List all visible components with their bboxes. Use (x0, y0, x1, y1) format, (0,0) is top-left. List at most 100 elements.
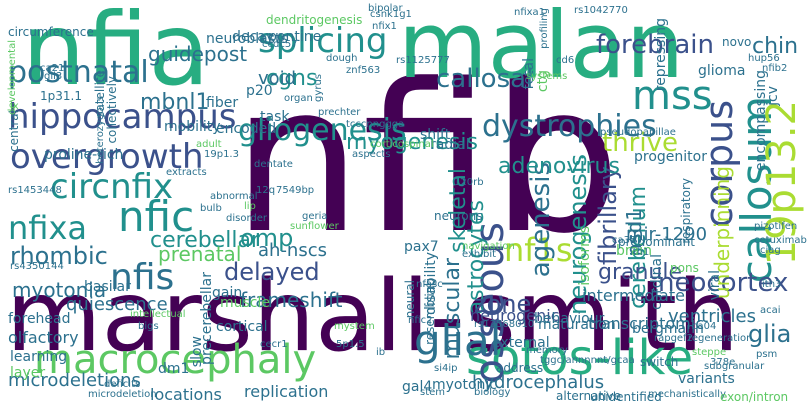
cloud-word: cetuximab (754, 235, 807, 246)
cloud-word: dystrophies (482, 109, 657, 144)
cloud-word: gli3 (44, 71, 63, 82)
cloud-word: hippocampus (8, 97, 237, 137)
cloud-word: callosal (436, 64, 534, 94)
cloud-word: exon/intron (720, 390, 789, 404)
cloud-word: regeneration (688, 333, 753, 344)
cloud-word: nfixa (8, 209, 87, 247)
cloud-word: postnatal (8, 55, 149, 90)
cloud-word: 7549bp (276, 185, 315, 196)
cloud-word: behaviour (534, 311, 605, 327)
cloud-word: 5p1.5 (336, 339, 365, 350)
cloud-word: isoforms (577, 226, 593, 286)
cloud-word: replication (244, 382, 329, 401)
cloud-word: znf563 (346, 65, 381, 76)
cloud-word: pons (670, 261, 699, 275)
cloud-word: neurogenic (470, 306, 560, 325)
cloud-word: jcv (765, 86, 781, 106)
cloud-word: forebrain (596, 30, 715, 60)
cloud-word: guidepost (148, 42, 248, 66)
cloud-word: ix (10, 101, 19, 112)
cloud-word: myotonia (12, 278, 107, 302)
cloud-word: nfic (118, 192, 195, 241)
cloud-word: thrive (602, 128, 678, 158)
cloud-word: gal4 (402, 379, 433, 395)
cloud-word: ca21 (40, 63, 65, 74)
cloud-word: mechanistically (648, 389, 726, 400)
cloud-word: fiber (206, 95, 239, 111)
cloud-word: proline-rich (44, 147, 124, 163)
cloud-word: 1p31.1 (40, 89, 82, 103)
cloud-word: prenatal (158, 242, 242, 266)
cloud-word: memory (526, 345, 568, 356)
cloud-word: quiescence (66, 294, 168, 315)
cloud-word: stem (420, 387, 446, 398)
cloud-word: transcriptomic (588, 314, 704, 333)
cloud-word: external (492, 335, 550, 351)
cloud-word: pax7 (404, 239, 439, 255)
cloud-word: exhibit (462, 249, 497, 260)
cloud-word: overgrowth (10, 137, 204, 177)
cloud-word: rhombic (10, 242, 108, 270)
cloud-word: mir-1290 (626, 224, 708, 245)
cloud-word: cd6 (556, 55, 575, 66)
cloud-word: olfactory (8, 328, 79, 347)
cloud-word: ib (376, 347, 386, 358)
cloud-word: intermediate (582, 286, 685, 305)
cloud-word: disorder (226, 213, 268, 224)
cloud-word: navigation (462, 241, 515, 252)
cloud-word: neocortex (658, 268, 789, 298)
cloud-word: ca35 (612, 235, 637, 246)
cloud-word: cgns (266, 66, 318, 91)
cloud-word: repressing (653, 18, 669, 92)
cloud-word: variants (678, 371, 735, 387)
cloud-word: ah-nscs (258, 240, 327, 261)
cloud-word: task (260, 109, 290, 125)
cloud-word: cardinal (649, 254, 665, 310)
cloud-word: omp (240, 224, 294, 252)
cloud-word: void (258, 68, 297, 89)
cloud-word: mbnl1 (140, 90, 210, 115)
cloud-word: progenitor (634, 149, 707, 165)
cloud-word: tcccnnggga (346, 119, 405, 130)
cloud-word: csnk1g1 (370, 9, 412, 20)
cloud-word: sunflower (290, 221, 339, 232)
cloud-word: gain (212, 285, 243, 301)
cloud-word: glial (414, 316, 502, 365)
cloud-word: malan (398, 0, 685, 99)
cloud-word: biology (474, 387, 511, 398)
cloud-word: radial (430, 137, 470, 153)
cloud-word: nf1s (504, 231, 573, 269)
cloud-word: cerebellar (150, 228, 260, 253)
cloud-word: slow (189, 336, 205, 368)
cloud-word: nfib (232, 41, 622, 279)
cloud-word: neurons (434, 209, 483, 223)
cloud-word: decay (232, 29, 275, 45)
cloud-word: nfib2 (762, 63, 788, 74)
cloud-word: pseudopapillae (600, 127, 676, 138)
cloud-word: marshall-smith (6, 260, 740, 374)
cloud-word: forehead (8, 311, 71, 327)
cloud-word: 120rb (454, 177, 484, 188)
cloud-word: circnfix (50, 167, 174, 207)
cloud-word: systems (526, 71, 568, 82)
cloud-word: ith3 (762, 279, 782, 290)
cloud-word: aspects (352, 149, 391, 160)
cloud-word: nfasc (416, 279, 443, 290)
cloud-word: acai (760, 305, 781, 316)
cloud-word: dm1 (158, 361, 190, 377)
cloud-word: ciag (760, 245, 781, 256)
cloud-word: corticospinal (370, 139, 434, 150)
cloud-word: ca04 (692, 321, 717, 332)
cloud-word: myotonic (432, 377, 498, 393)
cloud-word: neural (403, 280, 417, 319)
cloud-word: splicing (258, 21, 388, 61)
cloud-word: hup56 (748, 53, 780, 64)
cloud-word: encoded (216, 121, 277, 137)
cloud-word: cecr1 (260, 339, 288, 350)
cloud-word: rs1125777 (396, 55, 450, 66)
cloud-word: nfis (110, 257, 175, 298)
cloud-word: bergmann (632, 321, 704, 337)
cloud-word: nfixa1 (514, 7, 546, 18)
cloud-word: adult (196, 139, 222, 150)
